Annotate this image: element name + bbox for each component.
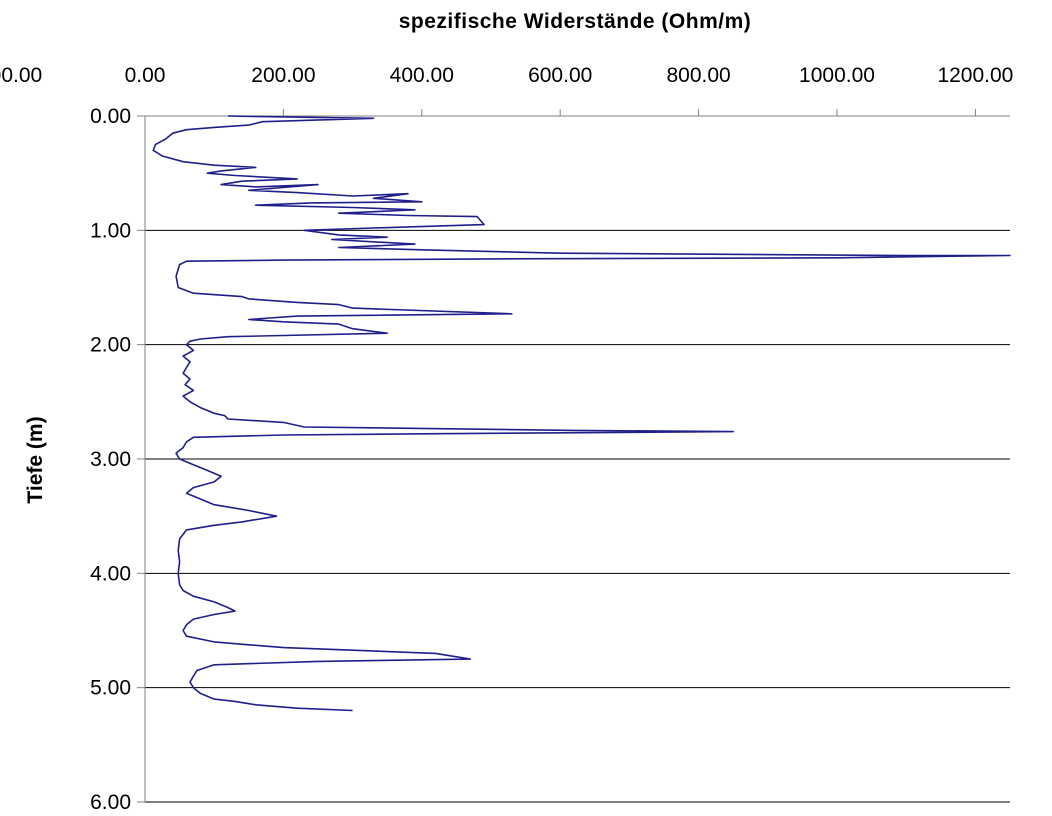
x-tick-label: 600.00 [528,64,592,87]
tick-labels: 0.00 1.00 2.00 3.00 4.00 5.00 6.00 -200.00 0.00 2… [0,64,1013,814]
x-tick-label: 1000.00 [799,64,875,87]
y-axis-title: Tiefe (m) [24,416,47,503]
x-tick-label: -200.00 [0,64,42,87]
series-lines [152,115,1011,712]
y-tick-label: 0.00 [90,105,131,128]
resistivity-series-line [152,115,1011,712]
x-tick-label: 1200.00 [937,64,1013,87]
y-tick-label: 6.00 [90,791,131,814]
x-tick-label: 200.00 [251,64,315,87]
y-tick-label: 3.00 [90,448,131,471]
x-axis-title: spezifische Widerstände (Ohm/m) [399,10,752,33]
x-tick-label: 800.00 [666,64,730,87]
gridlines [145,229,1010,803]
y-tick-label: 2.00 [90,334,131,357]
axes [137,109,1010,803]
y-tick-label: 5.00 [90,677,131,700]
y-tick-label: 4.00 [90,562,131,585]
x-tick-label: 0.00 [125,64,166,87]
x-tick-label: 400.00 [390,64,454,87]
y-tick-label: 1.00 [90,219,131,242]
